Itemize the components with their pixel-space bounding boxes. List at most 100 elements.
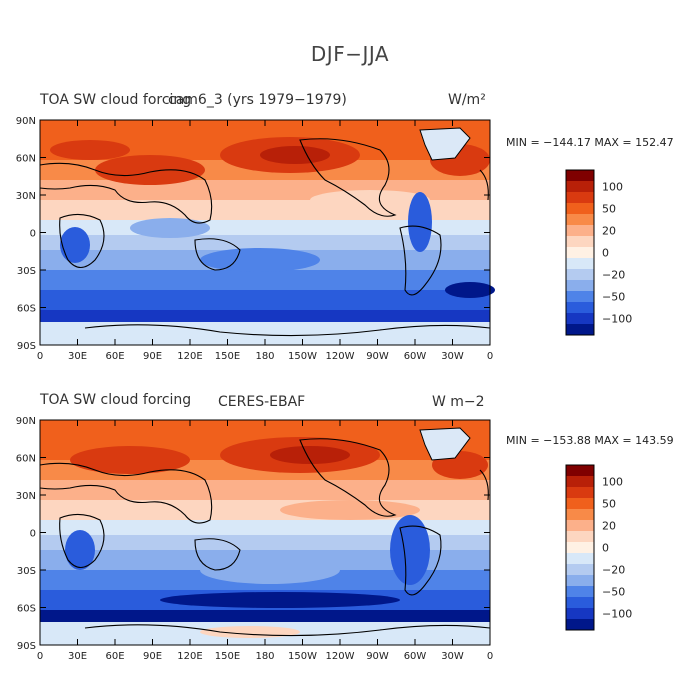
panel2-stats: MIN = −153.88 MAX = 143.59 (506, 434, 674, 447)
x-tick-label: 120W (326, 351, 355, 362)
panel1-units: W/m² (448, 92, 486, 108)
colorbar-label: −100 (602, 313, 632, 326)
panel1-colorbar-labels: 100 50 20 0 −20 −50 −100 (602, 181, 632, 326)
colorbar-box (566, 302, 594, 314)
x-tick-label: 0 (37, 351, 43, 362)
x-tick-label: 150E (215, 351, 240, 362)
colorbar-box (566, 575, 594, 587)
colorbar-box (566, 509, 594, 521)
colorbar-label: 0 (602, 247, 609, 260)
x-tick-label: 60W (404, 351, 427, 362)
colorbar-label: −100 (602, 608, 632, 621)
y-tick-label: 30N (16, 191, 36, 202)
colorbar-box (566, 487, 594, 499)
figure-title: DJF−JJA (310, 42, 390, 66)
colorbar-box (566, 608, 594, 620)
colorbar-box (566, 181, 594, 193)
panel2-axis-ticks: 0 30E 60E 90E 120E 150E 180 150W 120W 90W 60W 30W 09… (16, 416, 493, 662)
panel1-colorbar: 100 50 20 0 −20 −50 −100 (565, 169, 632, 336)
panel1-center-title: cam6_3 (yrs 1979−1979) (168, 92, 347, 108)
panel2-colorbar: 100 50 20 0 −20 −50 −100 (565, 464, 632, 631)
x-tick-label: 90W (366, 351, 389, 362)
colorbar-label: 100 (602, 181, 623, 194)
colorbar-label: 50 (602, 203, 616, 216)
x-tick-label: 120E (177, 351, 202, 362)
colorbar-box (566, 280, 594, 292)
x-tick-label: 90W (366, 651, 389, 662)
panel2-colorbar-boxes (565, 464, 595, 631)
colorbar-box (566, 236, 594, 248)
panel1-stats: MIN = −144.17 MAX = 152.47 (506, 136, 674, 149)
colorbar-label: −20 (602, 564, 625, 577)
colorbar-box (566, 247, 594, 259)
panel1-axis-ticks: 0 30E 60E 90E 120E 150E 180 150W 120W 90W 60W 30W 09… (16, 116, 493, 362)
x-tick-label: 120E (177, 651, 202, 662)
y-tick-label: 90N (16, 116, 36, 127)
colorbar-label: −50 (602, 586, 625, 599)
colorbar-box (566, 520, 594, 532)
panel1-left-title: TOA SW cloud forcing (40, 92, 192, 108)
colorbar-box (566, 553, 594, 565)
x-tick-label: 150W (288, 351, 317, 362)
y-tick-label: 0 (30, 229, 36, 240)
colorbar-box (566, 476, 594, 488)
x-tick-label: 60E (105, 651, 124, 662)
x-tick-label: 0 (37, 651, 43, 662)
x-tick-label: 180 (255, 351, 274, 362)
colorbar-box (566, 192, 594, 204)
panel2-map: 0 30E 60E 90E 120E 150E 180 150W 120W 90W 60W 30W 09… (16, 416, 493, 662)
y-tick-label: 60N (16, 454, 36, 465)
y-tick-label: 0 (30, 529, 36, 540)
colorbar-label: 0 (602, 542, 609, 555)
y-tick-label: 90S (17, 341, 36, 352)
panel2-colorbar-labels: 100 50 20 0 −20 −50 −100 (602, 476, 632, 621)
x-tick-label: 180 (255, 651, 274, 662)
y-tick-label: 90S (17, 641, 36, 652)
y-tick-label: 60S (17, 304, 36, 315)
y-tick-label: 30N (16, 491, 36, 502)
colorbar-box (566, 586, 594, 598)
colorbar-box (566, 324, 594, 336)
x-tick-label: 0 (487, 351, 493, 362)
x-tick-label: 30W (441, 351, 464, 362)
colorbar-label: 20 (602, 225, 616, 238)
x-tick-label: 90E (143, 651, 162, 662)
colorbar-box (566, 170, 594, 182)
panel1-colorbar-boxes (565, 169, 595, 336)
colorbar-box (566, 597, 594, 609)
x-tick-label: 120W (326, 651, 355, 662)
colorbar-box (566, 258, 594, 270)
y-tick-label: 30S (17, 266, 36, 277)
x-tick-label: 90E (143, 351, 162, 362)
panel2-left-title: TOA SW cloud forcing (40, 392, 192, 408)
x-tick-label: 30E (68, 651, 87, 662)
x-tick-label: 150E (215, 651, 240, 662)
y-tick-label: 60N (16, 154, 36, 165)
x-tick-label: 60E (105, 351, 124, 362)
colorbar-box (566, 203, 594, 215)
colorbar-box (566, 619, 594, 631)
colorbar-label: −20 (602, 269, 625, 282)
y-tick-label: 60S (17, 604, 36, 615)
colorbar-box (566, 214, 594, 226)
panel1-map: 0 30E 60E 90E 120E 150E 180 150W 120W 90W 60W 30W 09… (16, 116, 495, 362)
colorbar-box (566, 291, 594, 303)
colorbar-box (566, 225, 594, 237)
colorbar-label: −50 (602, 291, 625, 304)
colorbar-label: 100 (602, 476, 623, 489)
x-tick-label: 30W (441, 651, 464, 662)
colorbar-label: 20 (602, 520, 616, 533)
colorbar-box (566, 498, 594, 510)
y-tick-label: 30S (17, 566, 36, 577)
colorbar-box (566, 542, 594, 554)
colorbar-box (566, 531, 594, 543)
colorbar-box (566, 269, 594, 281)
x-tick-label: 60W (404, 651, 427, 662)
panel2-center-title: CERES-EBAF (218, 394, 306, 410)
colorbar-box (566, 564, 594, 576)
y-tick-label: 90N (16, 416, 36, 427)
panel1-map-field (39, 120, 495, 345)
colorbar-box (566, 465, 594, 477)
x-tick-label: 30E (68, 351, 87, 362)
colorbar-box (566, 313, 594, 325)
